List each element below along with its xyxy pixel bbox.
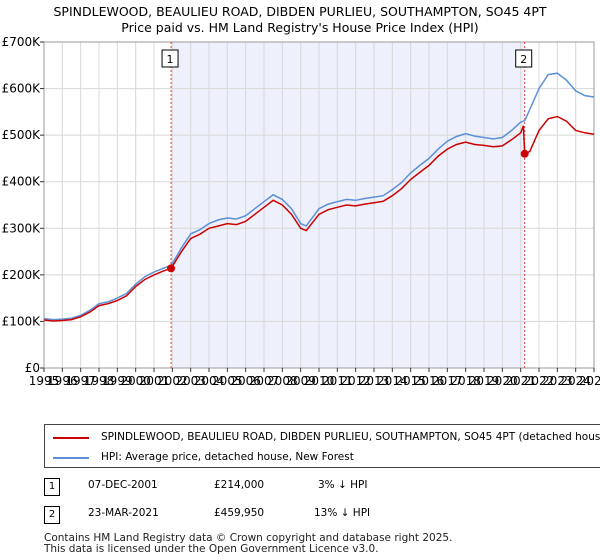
x-tick-label: 2008 — [267, 374, 298, 388]
y-tick-label: £700K — [2, 35, 42, 49]
legend-label-property: SPINDLEWOOD, BEAULIEU ROAD, DIBDEN PURLI… — [101, 431, 600, 443]
legend-item-hpi: HPI: Average price, detached house, New … — [45, 449, 600, 467]
legend-label-hpi: HPI: Average price, detached house, New … — [101, 451, 354, 463]
x-tick-label: 2006 — [230, 374, 261, 388]
footer-copyright: Contains HM Land Registry data © Crown c… — [44, 532, 453, 544]
x-tick-label: 2004 — [194, 374, 225, 388]
x-axis: 1995199619971998199920002001200220032004… — [29, 368, 600, 388]
y-tick-label: £200K — [2, 268, 42, 282]
sale-point — [167, 264, 176, 273]
property-price-line — [43, 115, 595, 322]
transaction-marker: 1 — [44, 478, 60, 496]
legend-swatch-property — [53, 437, 89, 439]
x-tick-label: 2015 — [395, 374, 426, 388]
annotation-marker-label: 1 — [167, 53, 174, 66]
transaction-hpi-diff: 3% ↓ HPI — [318, 479, 368, 491]
x-tick-label: 2005 — [212, 374, 243, 388]
sale-point — [520, 149, 529, 158]
chart-subtitle: Price paid vs. HM Land Registry's House … — [121, 20, 479, 35]
x-tick-label: 2007 — [249, 374, 280, 388]
x-tick-label: 2024 — [560, 374, 591, 388]
transaction-price: £214,000 — [214, 479, 265, 491]
y-tick-label: £300K — [2, 221, 42, 235]
annotation-marker-box — [161, 49, 179, 68]
x-tick-label: 2020 — [487, 374, 518, 388]
hpi-line — [43, 72, 595, 321]
x-tick-label: 2025 — [579, 374, 600, 388]
transaction-marker: 2 — [44, 506, 60, 524]
series-lines — [43, 72, 595, 322]
chart-title: SPINDLEWOOD, BEAULIEU ROAD, DIBDEN PURLI… — [53, 4, 547, 19]
transaction-date: 07-DEC-2001 — [88, 479, 158, 491]
transaction-hpi-diff: 13% ↓ HPI — [314, 507, 371, 519]
x-tick-label: 2022 — [524, 374, 555, 388]
x-tick-label: 1999 — [102, 374, 133, 388]
x-tick-label: 2014 — [377, 374, 408, 388]
sale-points — [167, 149, 529, 273]
x-tick-label: 2018 — [450, 374, 481, 388]
x-tick-label: 1995 — [29, 374, 60, 388]
transaction-row: 2 23-MAR-2021 £459,950 13% ↓ HPI — [0, 503, 600, 527]
x-tick-label: 1996 — [47, 374, 78, 388]
y-tick-label: £100K — [2, 314, 42, 328]
x-tick-label: 2002 — [157, 374, 188, 388]
x-tick-label: 1998 — [84, 374, 115, 388]
transaction-price: £459,950 — [214, 507, 265, 519]
x-tick-label: 2021 — [505, 374, 536, 388]
x-tick-label: 2019 — [469, 374, 500, 388]
y-tick-label: £600K — [2, 82, 42, 96]
y-tick-label: £0 — [25, 361, 40, 375]
x-tick-label: 2011 — [322, 374, 353, 388]
x-tick-label: 2009 — [285, 374, 316, 388]
x-tick-label: 2016 — [414, 374, 445, 388]
annotation-marker-box — [515, 49, 533, 68]
footer-licence: This data is licensed under the Open Gov… — [44, 543, 379, 555]
legend-swatch-hpi — [53, 457, 89, 459]
y-tick-label: £500K — [2, 128, 42, 142]
x-tick-label: 2013 — [359, 374, 390, 388]
y-tick-label: £400K — [2, 175, 42, 189]
x-tick-label: 1997 — [65, 374, 96, 388]
legend: SPINDLEWOOD, BEAULIEU ROAD, DIBDEN PURLI… — [44, 424, 600, 468]
x-tick-label: 2000 — [120, 374, 151, 388]
x-tick-label: 2003 — [175, 374, 206, 388]
legend-item-property: SPINDLEWOOD, BEAULIEU ROAD, DIBDEN PURLI… — [45, 429, 600, 447]
x-tick-label: 2010 — [304, 374, 335, 388]
x-tick-label: 2001 — [139, 374, 170, 388]
price-chart: £0 £100K £200K £300K £400K £500K £600K £700K 19… — [2, 35, 600, 388]
annotation-marker-label: 2 — [520, 53, 527, 66]
y-axis: £0 £100K £200K £300K £400K £500K £600K £700K — [2, 35, 44, 375]
x-tick-label: 2017 — [432, 374, 463, 388]
transaction-date: 23-MAR-2021 — [88, 507, 159, 519]
x-tick-label: 2023 — [542, 374, 573, 388]
transaction-row: 1 07-DEC-2001 £214,000 3% ↓ HPI — [0, 475, 600, 499]
x-tick-label: 2012 — [340, 374, 371, 388]
